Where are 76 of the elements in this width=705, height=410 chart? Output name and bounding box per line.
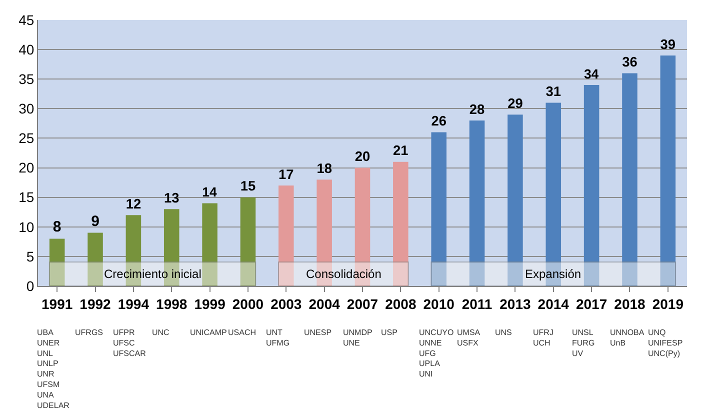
- x-tick-label: 2008: [385, 296, 416, 312]
- y-tick-label: 45: [18, 12, 34, 28]
- y-tick-label: 10: [18, 218, 34, 235]
- y-tick-label: 5: [26, 248, 34, 264]
- text: UNT UFMG: [266, 328, 290, 348]
- text: UNS: [495, 328, 512, 337]
- band-label: Expansión: [525, 267, 582, 281]
- data-label: 14: [202, 184, 218, 200]
- data-label: 18: [316, 160, 332, 176]
- data-label: 29: [508, 96, 524, 111]
- data-label: 36: [622, 54, 638, 70]
- y-tick-label: 20: [18, 160, 34, 176]
- bar: [278, 186, 294, 286]
- y-tick-label: 25: [18, 130, 34, 146]
- text: UNSL FURG UV: [572, 328, 595, 358]
- x-tick-label: 2003: [270, 296, 302, 312]
- bar: [431, 132, 446, 286]
- x-tick-label: 1999: [194, 296, 226, 312]
- text: USP: [381, 328, 398, 337]
- y-tick-label: 35: [18, 71, 34, 88]
- data-label: 26: [431, 114, 447, 129]
- x-tick-label: 1991: [42, 296, 73, 312]
- data-label: 31: [546, 84, 562, 100]
- data-label: 17: [278, 166, 294, 182]
- text: USACH: [228, 328, 256, 337]
- data-label: 21: [393, 143, 409, 158]
- data-label: 12: [126, 196, 142, 212]
- bar: [240, 197, 256, 286]
- bar: [660, 55, 676, 286]
- x-tick-label: 2014: [538, 296, 570, 312]
- y-tick-label: 0: [26, 278, 34, 294]
- text: UNC: [152, 328, 170, 337]
- data-label: 34: [584, 66, 600, 82]
- text: UNICAMP: [190, 328, 227, 337]
- data-label: 15: [240, 178, 256, 194]
- x-tick-label: 1998: [156, 296, 188, 312]
- data-label: 9: [91, 212, 100, 230]
- bar: [469, 120, 485, 286]
- x-tick-label: 2019: [652, 296, 684, 312]
- bar: [584, 85, 600, 286]
- bar: [393, 162, 408, 286]
- band-label: Crecimiento inicial: [104, 267, 202, 281]
- bar: [508, 114, 523, 286]
- x-tick-label: 2018: [614, 296, 646, 312]
- text: UNESP: [304, 328, 332, 337]
- bar: [622, 73, 638, 286]
- text: UMSA USFX: [457, 328, 481, 348]
- data-label: 28: [469, 102, 486, 117]
- x-tick-label: 2010: [423, 296, 455, 312]
- x-tick-label: 2011: [462, 296, 492, 312]
- bar: [88, 232, 103, 286]
- y-tick-label: 40: [18, 41, 34, 58]
- text: UFRGS: [75, 328, 103, 337]
- text: UBA UNER UNL UNLP UNR UFSM UNA UDELAR: [37, 328, 70, 410]
- x-tick-label: 1994: [118, 296, 150, 312]
- text: UNCUYO UNNE UFG UPLA UNI: [419, 328, 454, 379]
- text: UNMDP UNE: [343, 328, 372, 348]
- x-tick-label: 2013: [500, 296, 531, 312]
- x-tick-label: 1992: [80, 296, 112, 312]
- x-tick-label: 2004: [308, 296, 340, 312]
- data-label: 20: [354, 149, 370, 164]
- text: UFRJ UCH: [533, 328, 554, 348]
- bar: [49, 238, 65, 286]
- data-label: 13: [164, 190, 180, 206]
- x-tick-label: 2017: [576, 296, 608, 312]
- text: UNQ UNIFESP UNC(Py): [648, 328, 683, 358]
- y-tick-label: 30: [18, 100, 34, 117]
- x-tick-label: 2007: [346, 296, 378, 312]
- band-label: Consolidación: [306, 267, 382, 281]
- y-tick-label: 15: [18, 189, 34, 206]
- data-label: 39: [660, 36, 676, 52]
- bar: [202, 203, 218, 286]
- text: UNNOBA UnB: [610, 328, 645, 348]
- data-label: 8: [52, 218, 62, 236]
- text: UFPR UFSC UFSCAR: [113, 328, 146, 358]
- x-tick-label: 2000: [232, 296, 264, 312]
